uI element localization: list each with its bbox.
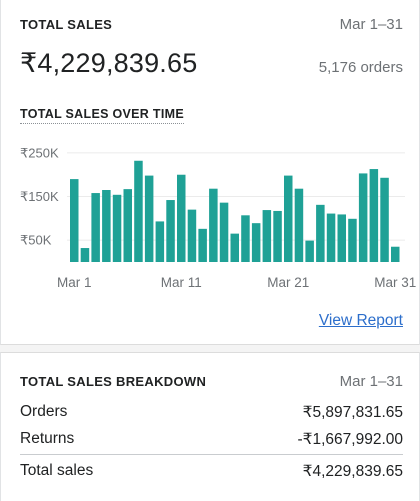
bar[interactable] xyxy=(358,173,368,262)
bar[interactable] xyxy=(284,175,293,262)
bar[interactable] xyxy=(112,194,122,262)
orders-count: 5,176 orders xyxy=(318,59,403,76)
bar[interactable] xyxy=(166,200,175,262)
bar[interactable] xyxy=(209,188,218,262)
bar[interactable] xyxy=(198,228,207,262)
breakdown-divider xyxy=(20,454,403,455)
x-tick-label: Mar 1 xyxy=(57,275,92,290)
bar[interactable] xyxy=(369,169,379,262)
y-tick-label: ₹50K xyxy=(20,233,52,248)
date-range: Mar 1–31 xyxy=(339,16,403,33)
bar[interactable] xyxy=(337,214,347,262)
sales-bar-chart: ₹250K ₹150K ₹50K Mar 1 Mar 11 Mar 21 Mar 31 xyxy=(20,145,416,290)
bar[interactable] xyxy=(391,246,400,262)
bar[interactable] xyxy=(177,174,186,262)
bar[interactable] xyxy=(230,233,240,262)
breakdown-row-total: Total sales ₹4,229,839.65 xyxy=(20,462,403,481)
bar[interactable] xyxy=(80,248,90,262)
bar[interactable] xyxy=(144,175,154,262)
total-sales-card: TOTAL SALES Mar 1–31 ₹4,229,839.65 5,176… xyxy=(0,0,420,345)
breakdown-row-returns: Returns -₹1,667,992.00 xyxy=(20,430,403,449)
bar[interactable] xyxy=(123,189,133,262)
bar[interactable] xyxy=(134,160,143,262)
x-tick-label: Mar 21 xyxy=(267,275,309,290)
breakdown-row-label: Orders xyxy=(20,403,68,420)
bar[interactable] xyxy=(102,190,111,262)
total-sales-header: TOTAL SALES Mar 1–31 xyxy=(20,16,403,33)
bar[interactable] xyxy=(251,223,261,262)
bar[interactable] xyxy=(155,221,165,262)
breakdown-row-label: Returns xyxy=(20,430,75,447)
bar[interactable] xyxy=(70,179,79,262)
breakdown-total-label: Total sales xyxy=(20,462,94,479)
total-sales-title: TOTAL SALES xyxy=(20,17,113,32)
breakdown-row-value: -₹1,667,992.00 xyxy=(297,431,403,448)
breakdown-title: TOTAL SALES BREAKDOWN xyxy=(20,374,207,389)
bar[interactable] xyxy=(273,210,282,262)
breakdown-date-range: Mar 1–31 xyxy=(339,373,403,390)
bar[interactable] xyxy=(380,177,389,262)
x-tick-label: Mar 31 xyxy=(374,275,416,290)
breakdown-total-value: ₹4,229,839.65 xyxy=(302,463,403,480)
bar[interactable] xyxy=(294,188,304,262)
view-report-link[interactable]: View Report xyxy=(318,312,403,329)
total-sales-amount: ₹4,229,839.65 xyxy=(20,48,198,78)
bar[interactable] xyxy=(305,240,314,262)
bar[interactable] xyxy=(91,193,100,262)
sales-over-time-title: TOTAL SALES OVER TIME xyxy=(20,107,184,124)
bar[interactable] xyxy=(241,215,250,262)
bar[interactable] xyxy=(316,204,325,262)
total-sales-summary: ₹4,229,839.65 5,176 orders xyxy=(20,48,403,79)
breakdown-header: TOTAL SALES BREAKDOWN Mar 1–31 xyxy=(20,373,403,390)
bar[interactable] xyxy=(187,209,197,262)
sales-breakdown-card: TOTAL SALES BREAKDOWN Mar 1–31 Orders ₹5… xyxy=(0,352,420,501)
breakdown-row-orders: Orders ₹5,897,831.65 xyxy=(20,403,403,422)
breakdown-row-value: ₹5,897,831.65 xyxy=(302,404,403,421)
bar[interactable] xyxy=(219,202,229,262)
bar[interactable] xyxy=(262,210,272,262)
x-tick-label: Mar 11 xyxy=(161,275,202,290)
y-tick-label: ₹150K xyxy=(20,189,59,204)
bar[interactable] xyxy=(348,218,357,262)
y-tick-label: ₹250K xyxy=(20,145,59,160)
bar[interactable] xyxy=(326,213,336,262)
